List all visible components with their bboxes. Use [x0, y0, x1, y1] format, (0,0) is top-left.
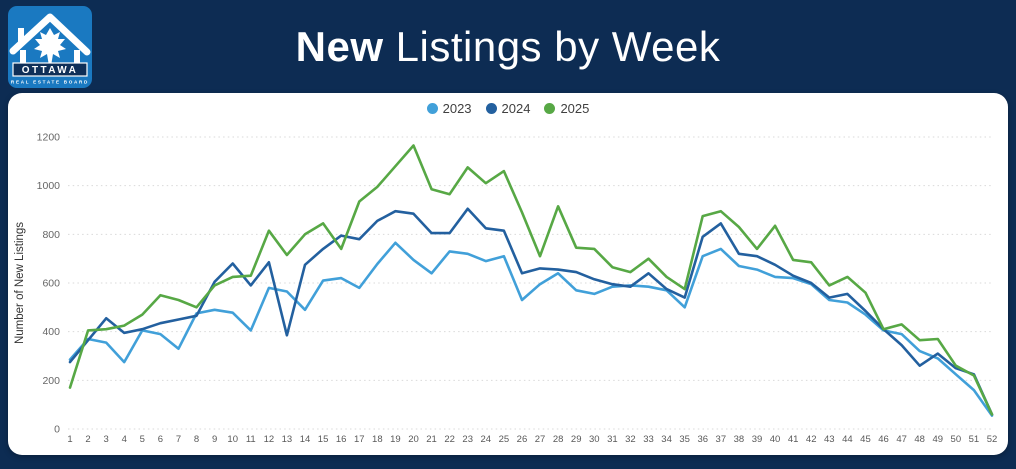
- x-tick-label-24: 24: [481, 434, 492, 445]
- logo-right-wall: [74, 50, 80, 65]
- x-tick-label-22: 22: [444, 434, 455, 445]
- x-tick-label-25: 25: [499, 434, 510, 445]
- x-tick-label-23: 23: [462, 434, 473, 445]
- x-tick-label-50: 50: [951, 434, 962, 445]
- chart-card: 2023 2024 2025 0 200 400 600 800 1000 1200 1 2 3 4 5 6…: [8, 93, 1008, 455]
- x-tick-label-36: 36: [697, 434, 708, 445]
- legend-dot-2025: [544, 103, 556, 114]
- x-tick-label-20: 20: [408, 434, 419, 445]
- series-line-2023: [68, 241, 994, 417]
- x-tick-label-38: 38: [734, 434, 745, 445]
- header-bar: New Listings by Week: [0, 0, 1016, 93]
- legend-item-2025[interactable]: 2025: [544, 101, 589, 116]
- logo-org-text: OTTAWA: [22, 65, 78, 76]
- x-tick-label-16: 16: [336, 434, 347, 445]
- x-tick-label-46: 46: [878, 434, 889, 445]
- page-title: New Listings by Week: [296, 23, 721, 71]
- x-tick-label-29: 29: [571, 434, 582, 445]
- legend-dot-2023: [426, 103, 438, 114]
- x-tick-label-44: 44: [842, 434, 853, 445]
- x-tick-label-15: 15: [318, 434, 329, 445]
- y-tick-label-1000: 1000: [37, 180, 61, 192]
- x-tick-label-11: 11: [246, 434, 256, 445]
- x-tick-label-12: 12: [264, 434, 275, 445]
- x-tick-label-21: 21: [426, 434, 437, 445]
- legend-dot-2024: [485, 103, 497, 114]
- x-tick-label-41: 41: [788, 434, 799, 445]
- y-tick-label-200: 200: [42, 375, 60, 387]
- x-tick-label-51: 51: [969, 434, 980, 445]
- page-title-rest: Listings by Week: [383, 22, 721, 70]
- x-tick-label-4: 4: [122, 434, 127, 445]
- x-tick-label-26: 26: [517, 434, 528, 445]
- y-axis-title: Number of New Listings: [14, 222, 26, 344]
- legend-item-2024[interactable]: 2024: [485, 101, 531, 116]
- x-tick-label-48: 48: [914, 434, 925, 445]
- x-tick-label-6: 6: [158, 434, 163, 445]
- x-tick-label-7: 7: [176, 434, 181, 445]
- x-tick-label-35: 35: [679, 434, 690, 445]
- x-tick-label-45: 45: [860, 434, 871, 445]
- x-tick-label-3: 3: [104, 434, 109, 445]
- x-tick-label-2: 2: [85, 434, 90, 445]
- x-tick-label-14: 14: [300, 434, 311, 445]
- x-tick-label-43: 43: [824, 434, 835, 445]
- x-tick-label-34: 34: [661, 434, 672, 445]
- logo-name-band: [12, 62, 88, 77]
- logo-left-wall: [20, 50, 26, 65]
- x-tick-label-10: 10: [227, 434, 238, 445]
- x-tick-label-39: 39: [752, 434, 763, 445]
- y-tick-label-0: 0: [54, 424, 60, 436]
- x-tick-label-42: 42: [806, 434, 817, 445]
- page-title-bold: New: [295, 22, 384, 70]
- x-tick-label-1: 1: [67, 434, 72, 445]
- x-tick-label-49: 49: [932, 434, 943, 445]
- x-tick-label-32: 32: [625, 434, 636, 445]
- legend-item-2023[interactable]: 2023: [426, 101, 472, 116]
- x-tick-label-9: 9: [212, 434, 217, 445]
- y-tick-label-800: 800: [42, 229, 60, 241]
- x-tick-label-8: 8: [194, 434, 199, 445]
- x-tick-label-18: 18: [372, 434, 383, 445]
- y-tick-label-400: 400: [42, 326, 60, 338]
- x-tick-label-37: 37: [716, 434, 727, 445]
- x-tick-label-33: 33: [643, 434, 654, 445]
- x-tick-label-19: 19: [390, 434, 401, 445]
- legend-label-2024: 2024: [501, 101, 531, 116]
- x-tick-label-31: 31: [607, 434, 618, 445]
- x-tick-label-40: 40: [770, 434, 781, 445]
- logo-chimney: [18, 28, 24, 44]
- x-tick-label-30: 30: [589, 434, 600, 445]
- ottawa-real-estate-board-logo: OTTAWA REAL ESTATE BOARD: [8, 6, 92, 88]
- series-line-2024: [68, 207, 994, 416]
- x-tick-label-13: 13: [282, 434, 293, 445]
- series-line-2025: [68, 144, 994, 416]
- x-tick-label-28: 28: [553, 434, 564, 445]
- logo-sub-text: REAL ESTATE BOARD: [11, 80, 89, 85]
- legend-label-2025: 2025: [560, 101, 590, 116]
- chart-legend: 2023 2024 2025: [8, 101, 1008, 116]
- legend-label-2023: 2023: [442, 101, 472, 116]
- x-tick-label-27: 27: [535, 434, 546, 445]
- x-tick-label-17: 17: [354, 434, 365, 445]
- x-tick-label-5: 5: [140, 434, 145, 445]
- logo-roof: [9, 13, 91, 56]
- y-tick-label-1200: 1200: [37, 132, 61, 144]
- x-tick-label-52: 52: [987, 434, 998, 445]
- y-tick-label-600: 600: [42, 278, 60, 290]
- maple-leaf-icon: [34, 28, 66, 63]
- x-tick-label-47: 47: [896, 434, 907, 445]
